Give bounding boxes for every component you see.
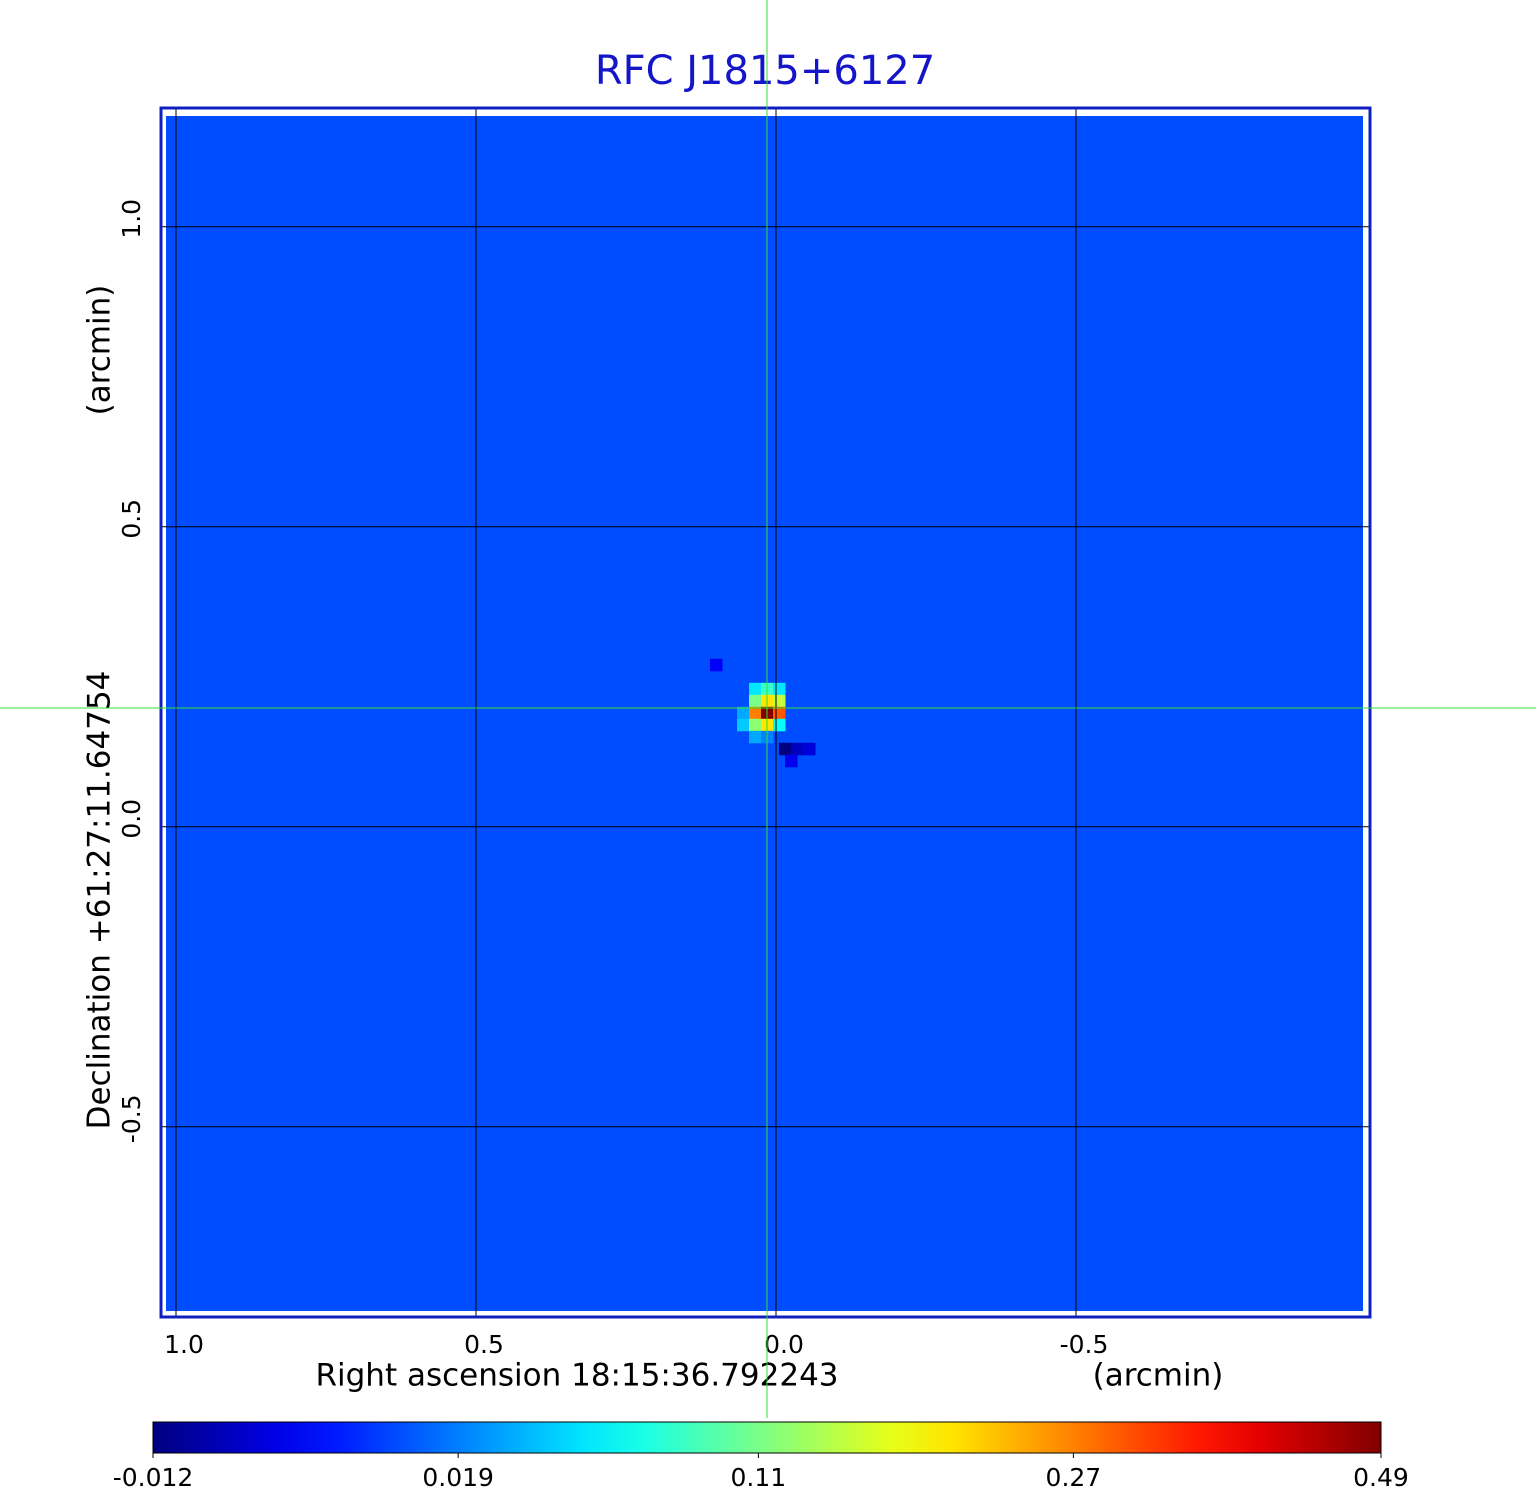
y-axis-label: Declination +61:27:11.64754	[82, 671, 118, 1130]
x-axis-label: Right ascension 18:15:36.792243	[315, 1358, 838, 1394]
plot-frame	[159, 106, 1372, 1319]
colorbar-tick-label: 0.11	[731, 1463, 787, 1492]
y-tick-label: 1.0	[117, 199, 146, 239]
pixel	[749, 694, 762, 708]
pixel	[749, 682, 762, 696]
y-tick-label: -0.5	[117, 1094, 146, 1143]
y-axis-unit: (arcmin)	[82, 285, 118, 416]
pixel	[773, 682, 786, 696]
pixel	[749, 730, 762, 744]
pixel	[710, 658, 723, 672]
colorbar	[152, 1421, 1382, 1454]
y-tick-label: 0.0	[117, 799, 146, 839]
pixel	[749, 706, 762, 720]
colorbar-tick-label: 0.49	[1353, 1463, 1409, 1492]
pixel	[791, 742, 804, 756]
pixel	[773, 718, 786, 732]
pixel	[773, 706, 786, 720]
x-tick-label: 1.0	[164, 1330, 204, 1359]
pixel	[803, 742, 816, 756]
colorbar-tick-label: 0.27	[1046, 1463, 1102, 1492]
pixel	[785, 754, 798, 768]
pixel	[773, 694, 786, 708]
x-tick-label: 0.5	[464, 1330, 504, 1359]
pixel	[737, 718, 750, 732]
x-axis-unit: (arcmin)	[1093, 1358, 1224, 1394]
pixel	[737, 706, 750, 720]
x-tick-label: 0.0	[764, 1330, 804, 1359]
x-tick-label: -0.5	[1060, 1330, 1109, 1359]
y-tick-label: 0.5	[117, 499, 146, 539]
colorbar-tick-label: 0.019	[422, 1463, 494, 1492]
pixel	[749, 718, 762, 732]
colorbar-tick-label: -0.012	[113, 1463, 194, 1492]
pixel	[779, 742, 792, 756]
chart-title: RFC J1815+6127	[595, 48, 935, 94]
